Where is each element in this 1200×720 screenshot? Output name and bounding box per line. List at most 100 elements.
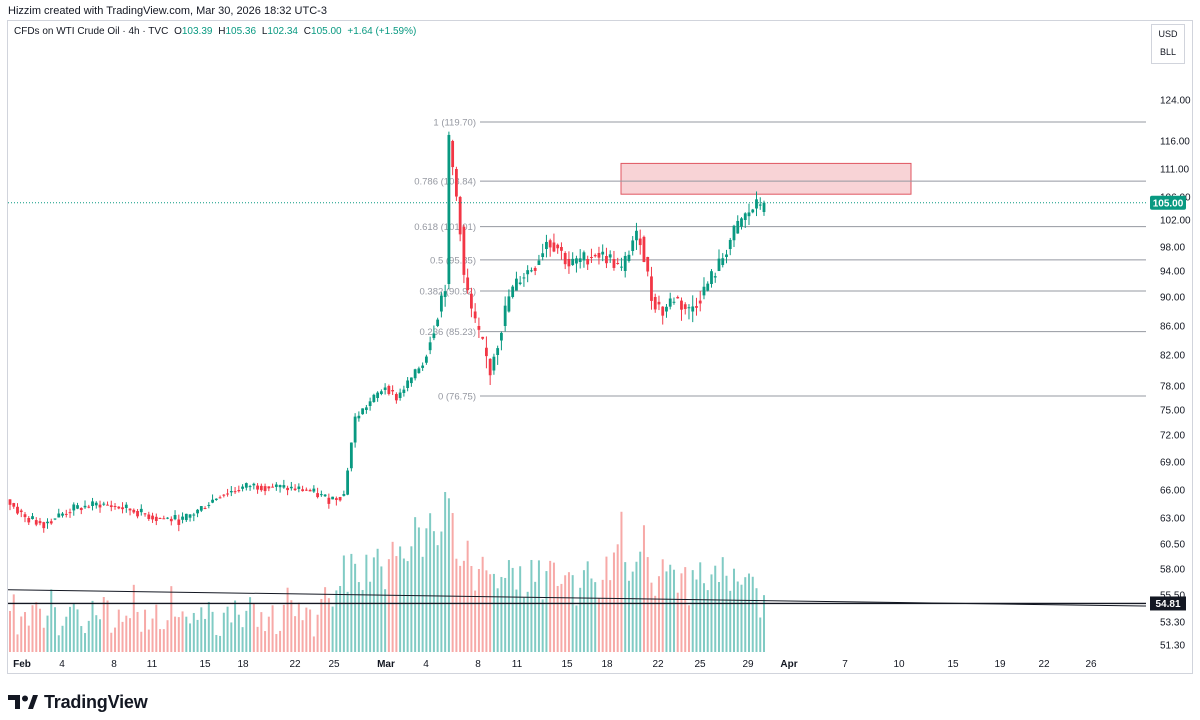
volume-bar	[511, 567, 514, 652]
candle	[301, 485, 304, 492]
volume-bar	[612, 552, 615, 652]
candle	[68, 508, 72, 518]
candle	[586, 255, 590, 270]
candle-body	[608, 254, 612, 258]
volume-bar	[357, 582, 360, 652]
candle-body	[267, 486, 271, 489]
tradingview-logo[interactable]: TradingView	[8, 688, 148, 716]
tradingview-brand: TradingView	[44, 691, 148, 712]
candle	[316, 487, 320, 499]
candle-body	[526, 270, 530, 275]
candle-body	[755, 199, 758, 209]
x-tick-label: 4	[59, 659, 65, 670]
volume-bar	[755, 588, 758, 652]
x-tick-label: 26	[1085, 659, 1097, 670]
low-value: 102.34	[267, 26, 298, 37]
candle-body	[218, 497, 222, 499]
candle	[87, 504, 91, 509]
candle	[38, 517, 42, 526]
candle	[259, 483, 263, 492]
volume-bar	[421, 556, 424, 652]
candle	[361, 408, 365, 415]
candle-body	[668, 298, 672, 307]
volume-bar	[432, 531, 435, 652]
candle-body	[76, 505, 79, 509]
volume-bar	[440, 531, 443, 652]
candle-body	[627, 254, 631, 261]
candle-body	[297, 486, 301, 489]
volume-bar	[144, 609, 147, 652]
candle-body	[301, 489, 304, 492]
candle-body	[376, 392, 380, 398]
price-chart[interactable]: 124.00116.00111.00106.00102.0098.0094.00…	[0, 0, 1200, 684]
volume-bar	[522, 597, 525, 652]
candle-body	[391, 390, 395, 392]
high-value-group: H105.36	[218, 26, 256, 37]
candle	[61, 512, 64, 518]
volume-bar	[732, 568, 735, 652]
volume-bar	[541, 599, 544, 652]
candle-body	[233, 491, 237, 493]
current-price-tag	[1150, 195, 1186, 210]
volume-bar	[470, 566, 473, 652]
volume-bar	[721, 557, 724, 652]
candle-body	[139, 508, 143, 513]
volume-bar	[687, 605, 690, 652]
candle-body	[732, 225, 736, 241]
candle	[668, 292, 672, 310]
volume-bar	[354, 563, 357, 652]
volume-bar	[114, 627, 117, 652]
candle	[173, 510, 177, 521]
y-tick-label: 82.00	[1160, 351, 1185, 362]
horizontal-level-value: 54.81	[1155, 599, 1180, 610]
volume-bar	[346, 591, 349, 652]
y-tick-label: 63.00	[1160, 514, 1185, 525]
candle	[199, 505, 203, 513]
y-tick-label: 66.00	[1160, 486, 1185, 497]
candle-body	[458, 197, 462, 235]
candle-body	[665, 306, 668, 312]
y-tick-label: 90.00	[1160, 293, 1185, 304]
candle-body	[725, 254, 728, 257]
volume-bar	[372, 557, 375, 652]
candle-body	[177, 519, 181, 525]
volume-bar	[174, 616, 177, 652]
currency-label: USD	[1158, 29, 1178, 39]
volume-bar	[676, 592, 679, 652]
volume-bar	[477, 568, 480, 652]
candle	[454, 166, 458, 201]
volume-bar	[99, 619, 102, 652]
candle	[16, 503, 19, 515]
candle-body	[353, 416, 357, 443]
candle-body	[312, 488, 316, 492]
candle	[747, 203, 751, 225]
candle-body	[121, 507, 124, 510]
volume-bar	[519, 566, 522, 652]
volume-bar	[406, 561, 409, 652]
currency-unit-box[interactable]: USD BLL	[1151, 24, 1185, 64]
volume-bar	[335, 590, 338, 652]
volume-bar	[455, 558, 458, 652]
candle	[507, 289, 511, 313]
candle	[267, 486, 271, 492]
candle-body	[154, 516, 158, 521]
candle-body	[541, 253, 545, 257]
candle-body	[695, 306, 698, 308]
volume-bar	[597, 598, 600, 652]
candle	[319, 490, 323, 497]
candle	[136, 509, 139, 519]
volume-bar	[9, 610, 11, 652]
volume-bar	[567, 572, 570, 652]
volume-bar	[702, 583, 705, 652]
volume-bar	[736, 581, 739, 652]
volume-bar	[627, 580, 630, 652]
candle	[522, 272, 526, 287]
candle-body	[162, 518, 166, 520]
candle	[289, 481, 293, 491]
candle-body	[192, 514, 196, 516]
candle	[372, 393, 376, 403]
x-tick-label: 7	[842, 659, 848, 670]
volume-bar	[714, 565, 717, 652]
candle-body	[229, 491, 233, 493]
candle-body	[413, 369, 417, 379]
